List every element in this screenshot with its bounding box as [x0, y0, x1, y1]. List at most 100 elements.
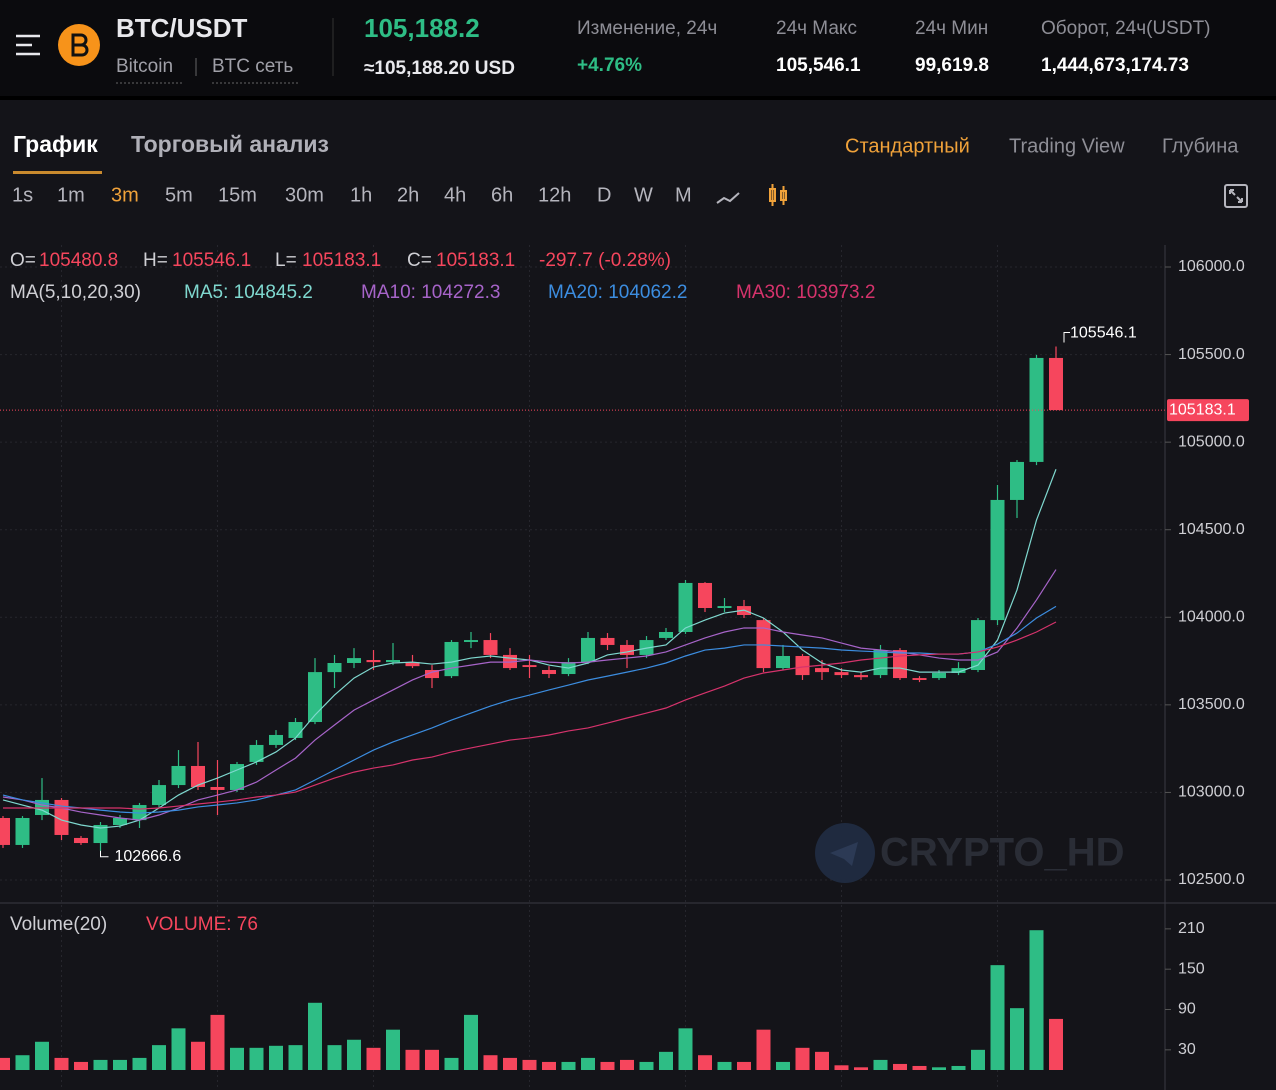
candle-body	[1049, 357, 1063, 411]
volume-bar	[15, 1055, 30, 1070]
interval[interactable]: 1m	[57, 184, 85, 206]
candle-body	[990, 499, 1005, 621]
y-tick-label: 105000.0	[1178, 433, 1245, 450]
fullscreen-icon[interactable]	[1224, 184, 1248, 208]
y-tick-label: 106000.0	[1178, 258, 1245, 275]
stat-label: Оборот, 24ч(USDT)	[1041, 18, 1211, 39]
y-tick-label: 210	[1178, 920, 1205, 937]
volume-bar	[152, 1045, 166, 1070]
y-tick-label: 150	[1178, 960, 1205, 977]
stat-value: 105,546.1	[776, 55, 861, 76]
ohlc-key: H=	[143, 250, 168, 271]
y-tick-label: 102500.0	[1178, 871, 1245, 888]
volume-bar	[971, 1049, 985, 1070]
volume-bar	[698, 1055, 712, 1070]
candle-body	[659, 631, 673, 638]
line-chart-icon[interactable]	[716, 192, 740, 204]
view-option[interactable]: Trading View	[1009, 135, 1125, 157]
ohlc-value: 105480.8	[39, 250, 118, 271]
candle-body	[483, 640, 498, 655]
menu-icon[interactable]	[16, 34, 40, 56]
candle-body	[152, 785, 166, 806]
ohlc-key: C=	[407, 250, 432, 271]
volume-title: Volume(20)	[10, 914, 107, 935]
volume-bar	[444, 1057, 459, 1070]
interval[interactable]: 12h	[538, 184, 571, 206]
volume-bar	[269, 1045, 283, 1070]
legend-entry: MA30: 103973.2	[736, 282, 875, 303]
stat-label: 24ч Мин	[915, 18, 988, 39]
volume-bar	[464, 1014, 478, 1070]
volume-last: VOLUME: 76	[146, 914, 258, 935]
volume-bar	[308, 1002, 322, 1070]
candle-body	[444, 641, 459, 677]
legend-entry: MA10: 104272.3	[361, 282, 500, 303]
interval[interactable]: W	[634, 184, 653, 206]
y-tick-label: 30	[1178, 1041, 1196, 1058]
view-option[interactable]: Глубина	[1162, 135, 1239, 157]
interval[interactable]: D	[597, 184, 611, 206]
volume-bar	[620, 1059, 634, 1070]
volume-bar	[191, 1041, 205, 1070]
volume-bar	[815, 1051, 829, 1070]
pair: BTC/USDT	[116, 13, 248, 43]
interval[interactable]: 4h	[444, 184, 466, 206]
volume-bar	[834, 1065, 849, 1070]
price-usd: ≈105,188.20 USD	[364, 58, 515, 79]
view-option[interactable]: Стандартный	[845, 135, 970, 157]
interval[interactable]: 2h	[397, 184, 419, 206]
y-tick-label: 104000.0	[1178, 609, 1245, 626]
volume-bar	[483, 1055, 498, 1070]
volume-bar	[776, 1061, 790, 1070]
volume-bar	[171, 1028, 186, 1070]
candle-body	[620, 644, 634, 655]
min-label: 102666.6	[115, 848, 182, 865]
volume-bar	[386, 1029, 400, 1070]
tab[interactable]: График	[13, 131, 98, 157]
volume-bar	[132, 1057, 147, 1070]
interval[interactable]: 6h	[491, 184, 513, 206]
candle-body	[191, 765, 205, 787]
candle-body	[834, 672, 849, 676]
coin-name[interactable]: Bitcoin	[116, 56, 173, 77]
volume-bar	[542, 1061, 556, 1070]
y-tick-label: 90	[1178, 1001, 1196, 1018]
volume-bar	[737, 1061, 751, 1070]
volume-bar	[347, 1039, 361, 1070]
interval[interactable]: 1s	[12, 184, 33, 206]
stat-value: 1,444,673,174.73	[1041, 55, 1189, 76]
candle-body	[932, 672, 946, 679]
candle-icon[interactable]	[769, 184, 787, 206]
volume-bar	[1029, 930, 1044, 1070]
volume-bar	[893, 1063, 907, 1070]
volume-bar	[990, 965, 1005, 1070]
candle-body	[912, 678, 927, 680]
volume-bar	[581, 1057, 595, 1070]
volume-bar	[600, 1061, 615, 1070]
ohlc-value: 105183.1	[302, 250, 381, 271]
interval[interactable]: 5m	[165, 184, 193, 206]
ma-line	[2, 569, 1057, 821]
ohlc-key: L=	[275, 250, 297, 271]
ohlc-value: 105183.1	[436, 250, 515, 271]
candle-body	[113, 817, 127, 825]
candle-body	[1010, 461, 1024, 500]
candle-body	[0, 817, 10, 845]
interval[interactable]: 30m	[285, 184, 324, 206]
interval[interactable]: 1h	[350, 184, 372, 206]
volume-bar	[288, 1045, 303, 1070]
network[interactable]: BTC сеть	[212, 56, 293, 77]
interval[interactable]: 15m	[218, 184, 257, 206]
stat-label: 24ч Макс	[776, 18, 857, 39]
interval[interactable]: 3m	[111, 184, 139, 206]
volume-bar	[425, 1049, 439, 1070]
candle-body	[600, 637, 615, 645]
candle-body	[873, 650, 888, 676]
tab[interactable]: Торговый анализ	[131, 131, 329, 157]
candle-body	[366, 660, 381, 663]
candle-body	[1029, 357, 1044, 462]
interval[interactable]: M	[675, 184, 692, 206]
volume-bar	[873, 1059, 888, 1070]
